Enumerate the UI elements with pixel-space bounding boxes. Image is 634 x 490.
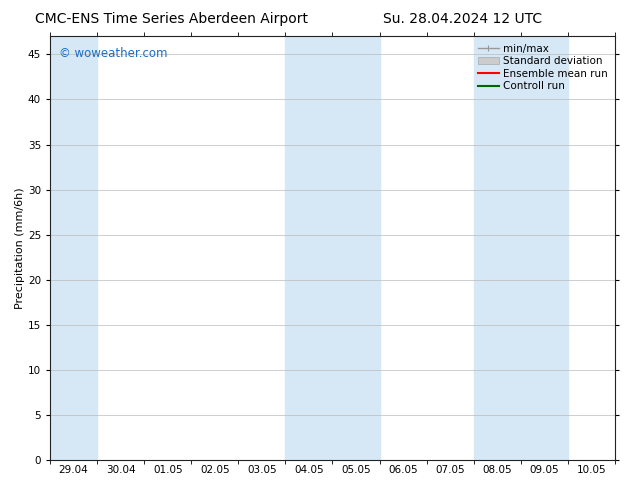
Bar — [285, 36, 380, 460]
Bar — [474, 36, 568, 460]
Text: © woweather.com: © woweather.com — [58, 47, 167, 60]
Y-axis label: Precipitation (mm/6h): Precipitation (mm/6h) — [15, 187, 25, 309]
Bar — [50, 36, 97, 460]
Text: CMC-ENS Time Series Aberdeen Airport: CMC-ENS Time Series Aberdeen Airport — [35, 12, 307, 26]
Text: Su. 28.04.2024 12 UTC: Su. 28.04.2024 12 UTC — [384, 12, 542, 26]
Legend: min/max, Standard deviation, Ensemble mean run, Controll run: min/max, Standard deviation, Ensemble me… — [476, 42, 610, 94]
